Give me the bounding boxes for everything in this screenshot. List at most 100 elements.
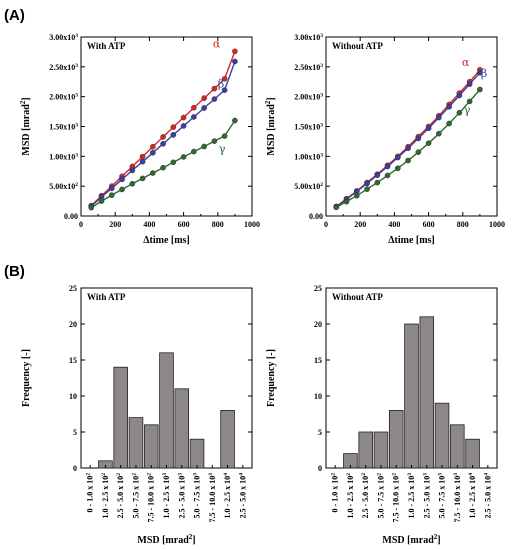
data-point — [201, 95, 207, 101]
series-label: γ — [464, 104, 471, 117]
data-point — [425, 125, 432, 132]
data-point — [221, 87, 228, 93]
y-axis-title: MSD [mrad2] — [19, 97, 32, 155]
x-tick-label: 1.0 - 2.5 x 104 — [223, 473, 232, 519]
data-point — [211, 138, 218, 144]
y-tick-label: 2.00x103 — [294, 93, 323, 102]
x-tick-label: 7.5 - 10.0 x 103 — [208, 473, 217, 523]
bar — [189, 438, 205, 469]
series-label: γ — [219, 143, 226, 156]
data-point — [108, 192, 115, 198]
x-tick-label: 7.5 - 10.0 x 102 — [392, 473, 401, 523]
data-point — [446, 120, 452, 127]
data-point — [374, 179, 381, 186]
data-point — [139, 175, 146, 182]
bar — [465, 438, 480, 469]
series-line — [90, 51, 236, 207]
data-point — [466, 98, 473, 105]
series-gamma: γ — [333, 86, 483, 211]
data-point — [170, 132, 177, 138]
x-tick-label: 2.5 - 5.0 x 102 — [116, 473, 125, 519]
series-label: α — [213, 37, 221, 50]
y-tick-label: 0 — [318, 464, 322, 473]
y-tick-label: 3.00x103 — [294, 33, 323, 42]
x-tick-label: 1.0 - 2.5 x 103 — [162, 473, 171, 519]
data-point — [191, 114, 197, 120]
histogram-without-atp: Without ATP Frequency [-] 0 5 10 15 20 25 0 - 1.… — [266, 284, 498, 546]
data-point — [139, 158, 146, 165]
x-tick-label: 1000 — [244, 220, 260, 229]
data-point — [211, 96, 218, 102]
x-tick-label: 400 — [143, 220, 155, 229]
bar — [404, 323, 419, 469]
y-tick-label: 20 — [314, 320, 322, 329]
data-point — [456, 109, 463, 116]
y-tick-label: 25 — [69, 284, 77, 293]
x-tick-label: 2.5 - 5.0 x 103 — [177, 473, 186, 519]
y-tick-label: 5.00x102 — [294, 182, 323, 191]
y-tick-label: 1.50x103 — [294, 123, 323, 132]
y-tick-label: 2.50x103 — [49, 63, 78, 72]
data-point — [180, 114, 187, 121]
data-point — [477, 70, 483, 76]
x-tick-label: 0 — [324, 220, 328, 229]
data-point — [333, 204, 340, 211]
series-line — [335, 69, 481, 208]
y-tick-label: 15 — [314, 356, 322, 365]
plot-frame — [80, 36, 253, 217]
data-point — [466, 81, 473, 87]
y-tick-label: 5 — [73, 428, 77, 437]
y-tick-label: 1.50x103 — [49, 123, 78, 132]
data-point — [446, 104, 452, 110]
data-point — [160, 141, 166, 147]
y-tick-label: 1.00x103 — [49, 152, 78, 161]
y-tick-label: 1.00x103 — [294, 152, 323, 161]
data-point — [129, 180, 136, 187]
y-tick-label: 15 — [69, 356, 77, 365]
data-point — [150, 170, 156, 176]
data-point — [211, 85, 218, 92]
bar — [434, 402, 450, 469]
x-axis-title: MSD [mrad2] — [382, 533, 440, 546]
line-chart-with-atp: With ATP MSD [mrad2] 0.00 5.00x102 1.00x103 1… — [19, 33, 260, 246]
x-tick-label: 2.5 - 5.0 x 104 — [238, 473, 247, 519]
data-point — [425, 140, 432, 147]
x-tick-label: 5.0 - 7.5 x 103 — [193, 473, 202, 519]
bar — [113, 366, 128, 469]
y-tick-label: 0.00 — [309, 212, 323, 221]
bar — [128, 417, 144, 469]
data-point — [191, 104, 197, 111]
x-tick-label: 200 — [354, 220, 366, 229]
y-tick-label: 10 — [69, 392, 77, 401]
data-point — [108, 185, 115, 192]
data-point — [415, 149, 422, 155]
data-point — [374, 172, 381, 178]
x-tick-label: 400 — [388, 220, 400, 229]
x-tick-label: 5.0 - 7.5 x 103 — [438, 473, 447, 519]
y-tick-label: 5.00x102 — [49, 182, 78, 191]
data-point — [456, 92, 463, 99]
plot-frame — [325, 36, 498, 217]
x-tick-label: 5.0 - 7.5 x 102 — [131, 473, 140, 519]
series-alpha: α — [333, 56, 483, 210]
data-point — [160, 164, 166, 171]
data-point — [395, 165, 401, 172]
x-tick-label: 1000 — [489, 220, 505, 229]
inset-title: With ATP — [87, 41, 126, 51]
y-tick-label: 3.00x103 — [49, 33, 78, 42]
data-point — [232, 117, 238, 124]
x-tick-label: 7.5 - 10.0 x 102 — [147, 473, 156, 523]
x-tick-label: 2.5 - 5.0 x 104 — [483, 473, 492, 519]
x-tick-label: 800 — [457, 220, 469, 229]
data-point — [343, 198, 350, 205]
x-tick-label: 1.0 - 2.5 x 104 — [468, 473, 477, 519]
bar — [358, 431, 373, 469]
y-axis-title: Frequency [-] — [266, 349, 277, 407]
series-label: α — [462, 56, 470, 69]
x-tick-label: 1.0 - 2.5 x 102 — [346, 473, 355, 519]
x-tick-label: 2.5 - 5.0 x 103 — [422, 473, 431, 519]
data-point — [436, 114, 442, 121]
data-point — [436, 130, 442, 137]
panel-label-a: (A) — [4, 7, 25, 24]
